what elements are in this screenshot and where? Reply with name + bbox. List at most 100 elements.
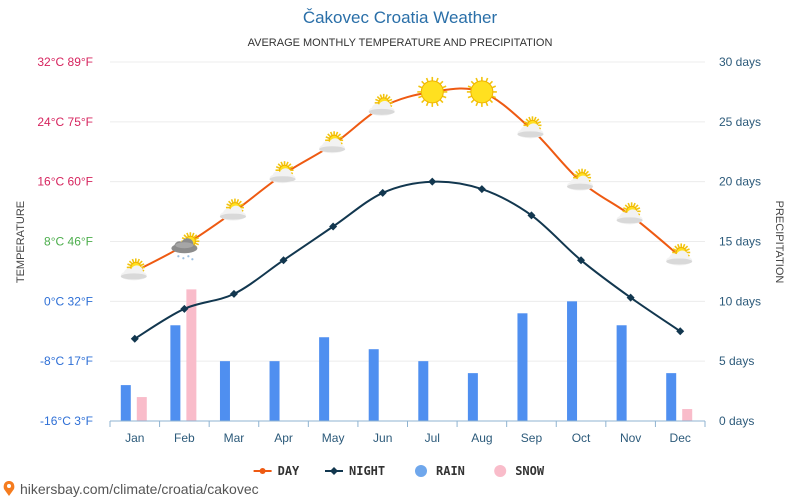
x-tick-label: Nov (620, 431, 641, 445)
y-tick-label-temperature: -16°C 3°F (40, 414, 93, 428)
cloud-shadow (368, 108, 395, 115)
night-point (378, 188, 387, 197)
rain-bar (567, 301, 578, 421)
cloud-shadow (616, 217, 643, 224)
rain-bar (666, 373, 677, 421)
cloud-shadow (120, 273, 147, 280)
x-tick-label: Dec (670, 431, 691, 445)
y-tick-label-precipitation: 5 days (719, 354, 754, 368)
rain-bar (467, 373, 478, 421)
grid-lines (110, 61, 705, 362)
cloud-shadow (219, 213, 246, 220)
y-tick-label-temperature: -8°C 17°F (40, 354, 93, 368)
rain-bar (616, 325, 627, 421)
legend-marker (415, 465, 427, 477)
night-point (577, 256, 586, 265)
x-tick-label: Mar (224, 431, 245, 445)
weather-icons (120, 76, 693, 281)
y-tick-label-precipitation: 25 days (719, 115, 761, 129)
y-tick-label-precipitation: 15 days (719, 235, 761, 249)
x-tick-label: Apr (274, 431, 293, 445)
y-tick-label-precipitation: 20 days (719, 175, 761, 189)
partly-sunny-icon (567, 168, 594, 191)
rain-bar (269, 361, 280, 421)
y-axis-label-precipitation: PRECIPITATION (773, 201, 785, 284)
y-tick-label-temperature: 24°C 75°F (37, 115, 93, 129)
cloud-shadow (567, 183, 594, 190)
legend-marker (259, 468, 266, 474)
rain-bar (517, 313, 528, 421)
snow-bar (136, 397, 147, 421)
snowflake (187, 255, 190, 258)
partly-sunny-icon (319, 131, 346, 154)
night-point (329, 222, 338, 231)
cloudy-snow-icon (171, 232, 200, 261)
x-tick-label: May (322, 431, 345, 445)
sun-disc (470, 80, 494, 104)
legend-item-snow: SNOW (494, 464, 545, 478)
y-tick-label-temperature: 32°C 89°F (37, 55, 93, 69)
legend-label: SNOW (515, 464, 545, 478)
rain-bar (219, 361, 230, 421)
rain-bar (418, 361, 429, 421)
partly-sunny-icon (368, 93, 395, 116)
y-tick-label-precipitation: 10 days (719, 294, 761, 308)
sunny-icon (466, 76, 497, 107)
y-axis-label-temperature: TEMPERATURE (15, 201, 27, 283)
night-point (527, 211, 536, 220)
night-point (279, 256, 288, 265)
legend-label: DAY (278, 464, 300, 478)
location-pin-icon (3, 481, 15, 496)
chart-subtitle: AVERAGE MONTHLY TEMPERATURE AND PRECIPIT… (248, 37, 553, 49)
legend: DAY NIGHT RAIN SNOW (253, 464, 545, 478)
cloud-shadow (666, 258, 693, 265)
snowflake (191, 258, 194, 261)
chart-title: Čakovec Croatia Weather (303, 8, 498, 27)
partly-sunny-icon (269, 161, 296, 184)
partly-sunny-icon (120, 258, 147, 281)
snow-bar (682, 409, 693, 421)
sunny-icon (417, 76, 448, 107)
y-tick-label-temperature: 16°C 60°F (37, 175, 93, 189)
watermark: hikersbay.com/climate/croatia/cakovec (3, 481, 259, 497)
y-tick-label-precipitation: 30 days (719, 55, 761, 69)
partly-sunny-icon (219, 198, 246, 221)
rain-bar (368, 349, 379, 421)
x-tick-label: Aug (471, 431, 492, 445)
watermark-text: hikersbay.com/climate/croatia/cakovec (20, 481, 259, 497)
legend-label: NIGHT (349, 464, 385, 478)
night-point (180, 304, 189, 313)
cloud-highlight (175, 242, 194, 249)
snowflake (182, 257, 185, 260)
precipitation-bars (120, 289, 693, 421)
y-tick-label-temperature: 8°C 46°F (44, 235, 93, 249)
cloud-shadow (319, 146, 346, 153)
night-point (477, 185, 486, 194)
sun-disc (420, 80, 444, 104)
legend-marker (330, 467, 338, 475)
partly-sunny-icon (517, 116, 544, 139)
night-point (229, 289, 238, 298)
x-tick-label: Jan (125, 431, 144, 445)
partly-sunny-icon (616, 202, 643, 225)
partly-sunny-icon (666, 243, 693, 266)
day-temperature-line (134, 87, 681, 273)
legend-item-night: NIGHT (325, 464, 385, 478)
legend-label: RAIN (436, 464, 465, 478)
temperature-lines (130, 87, 685, 343)
night-temperature-line (134, 180, 681, 340)
snow-bar (186, 289, 197, 421)
rain-bar (120, 385, 131, 421)
night-point (626, 293, 635, 302)
y-tick-label-temperature: 0°C 32°F (44, 294, 93, 308)
night-point (428, 177, 437, 186)
cloud-shadow (269, 176, 296, 183)
axes: 32°C 89°F 24°C 75°F 16°C 60°F 8°C 46°F 0°C 3… (37, 55, 761, 445)
x-tick-label: Feb (174, 431, 195, 445)
x-tick-label: Jul (425, 431, 440, 445)
y-tick-label-precipitation: 0 days (719, 414, 754, 428)
night-point (130, 334, 139, 343)
rain-bar (319, 337, 330, 421)
snowflake (177, 255, 180, 258)
